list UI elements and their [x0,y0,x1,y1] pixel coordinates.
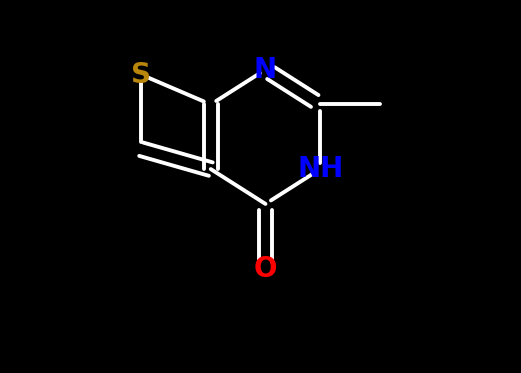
Text: S: S [131,60,151,89]
Text: NH: NH [297,155,343,183]
Text: O: O [254,254,277,283]
Text: N: N [254,56,277,84]
